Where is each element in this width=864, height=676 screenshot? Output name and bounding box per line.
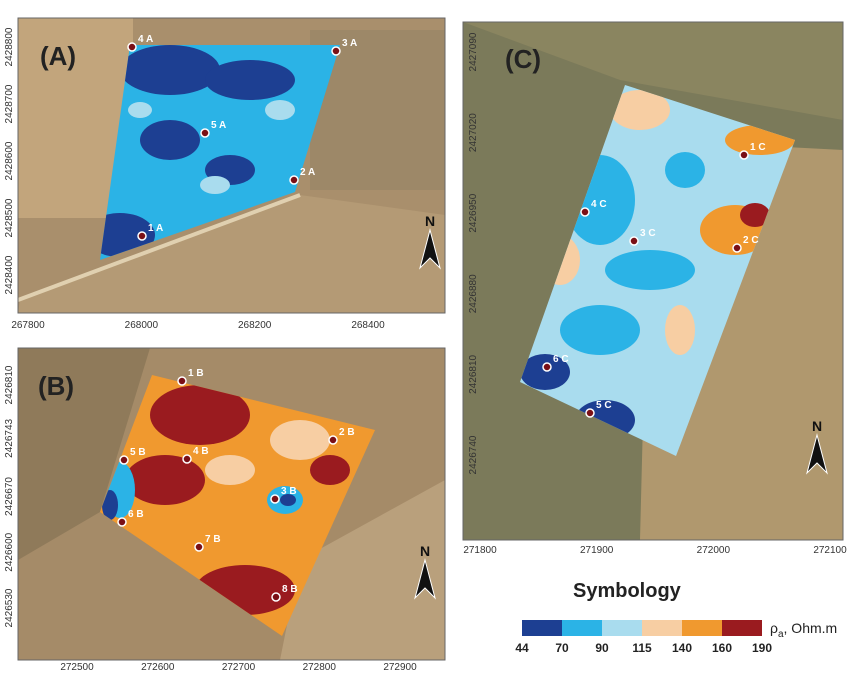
legend-break: 70	[555, 641, 569, 655]
sample-point	[289, 175, 299, 185]
legend-break: 140	[672, 641, 692, 655]
y-tick-label: 2426950	[468, 193, 479, 232]
sample-point	[117, 517, 127, 527]
sample-point	[182, 454, 192, 464]
point-label: 3 B	[281, 486, 297, 497]
point-label: 1 B	[188, 368, 204, 379]
legend-break: 190	[752, 641, 772, 655]
sample-point	[137, 231, 147, 241]
y-tick-label: 2426530	[4, 588, 15, 627]
point-label: 3 A	[342, 38, 357, 49]
y-tick-label: 2428800	[4, 27, 15, 66]
legend-break: 160	[712, 641, 732, 655]
sample-point	[542, 362, 552, 372]
point-label: 5 B	[130, 447, 146, 458]
legend-swatch	[522, 620, 562, 636]
panel-label: (A)	[40, 41, 76, 71]
sample-point	[200, 128, 210, 138]
x-tick-label: 272600	[141, 662, 175, 673]
sample-point	[328, 435, 338, 445]
x-tick-label: 267800	[11, 320, 45, 331]
frames	[17, 17, 844, 661]
x-tick-label: 268000	[125, 320, 159, 331]
sample-point	[739, 150, 749, 160]
north-arrow	[806, 433, 828, 475]
map-c	[463, 22, 843, 540]
legend-title: Symbology	[573, 580, 682, 602]
sample-point	[732, 243, 742, 253]
y-tick-label: 2428600	[4, 141, 15, 180]
x-tick-label: 272700	[222, 662, 256, 673]
point-label: 3 C	[640, 228, 656, 239]
unit-rest: , Ohm.m	[784, 620, 838, 636]
unit-sub: a	[778, 629, 784, 640]
y-tick-label: 2426600	[4, 532, 15, 571]
legend-break: 44	[515, 641, 529, 655]
point-label: 6 B	[128, 509, 144, 520]
sample-point	[331, 46, 341, 56]
point-label: 1 C	[750, 142, 766, 153]
point-label: 2 B	[339, 427, 355, 438]
y-tick-label: 2426743	[4, 418, 15, 457]
y-tick-label: 2428700	[4, 84, 15, 123]
legend-break: 115	[632, 641, 652, 655]
x-tick-label: 272800	[303, 662, 337, 673]
point-label: 7 B	[205, 534, 221, 545]
x-tick-label: 268400	[351, 320, 385, 331]
y-tick-label: 2428400	[4, 255, 15, 294]
point-label: 1 A	[148, 223, 163, 234]
legend-break: 90	[595, 641, 609, 655]
sample-point	[194, 542, 204, 552]
x-tick-label: 272900	[383, 662, 417, 673]
y-tick-label: 2426880	[468, 274, 479, 313]
y-tick-label: 2426740	[468, 435, 479, 474]
y-tick-label: 2426810	[468, 354, 479, 393]
panel-label: (B)	[38, 371, 74, 401]
sample-point	[127, 42, 137, 52]
legend-swatch	[642, 620, 682, 636]
legend-unit: ρa, Ohm.m	[770, 620, 837, 640]
map-b	[18, 348, 445, 660]
map-a	[17, 18, 445, 313]
sample-point	[271, 592, 281, 602]
x-tick-label: 271800	[463, 545, 497, 556]
point-label: 2 C	[743, 235, 759, 246]
y-tick-label: 2428500	[4, 198, 15, 237]
north-label: N	[425, 213, 435, 229]
legend-swatch	[562, 620, 602, 636]
point-label: 8 B	[282, 584, 298, 595]
sample-point	[585, 408, 595, 418]
sample-point	[580, 207, 590, 217]
legend-swatch	[602, 620, 642, 636]
y-tick-label: 2427020	[468, 113, 479, 152]
y-tick-label: 2426670	[4, 477, 15, 516]
unit-symbol: ρ	[770, 620, 778, 636]
x-tick-label: 272500	[60, 662, 94, 673]
north-label: N	[812, 418, 822, 434]
point-label: 4 C	[591, 199, 607, 210]
point-label: 5 C	[596, 400, 612, 411]
point-label: 5 A	[211, 120, 226, 131]
legend-swatch	[722, 620, 762, 636]
sample-point	[119, 455, 129, 465]
x-tick-label: 272100	[813, 545, 847, 556]
x-tick-label: 268200	[238, 320, 272, 331]
point-label: 4 A	[138, 34, 153, 45]
x-tick-label: 271900	[580, 545, 614, 556]
north-arrow	[414, 558, 436, 600]
sample-point	[270, 494, 280, 504]
y-tick-label: 2426810	[4, 365, 15, 404]
point-label: 6 C	[553, 354, 569, 365]
sample-point	[629, 236, 639, 246]
y-tick-label: 2427090	[468, 32, 479, 71]
point-label: 2 A	[300, 167, 315, 178]
north-label: N	[420, 543, 430, 559]
north-arrow	[419, 228, 441, 270]
sample-point	[177, 376, 187, 386]
legend-swatch	[682, 620, 722, 636]
point-label: 4 B	[193, 446, 209, 457]
x-tick-label: 272000	[697, 545, 731, 556]
panel-label: (C)	[505, 44, 541, 74]
